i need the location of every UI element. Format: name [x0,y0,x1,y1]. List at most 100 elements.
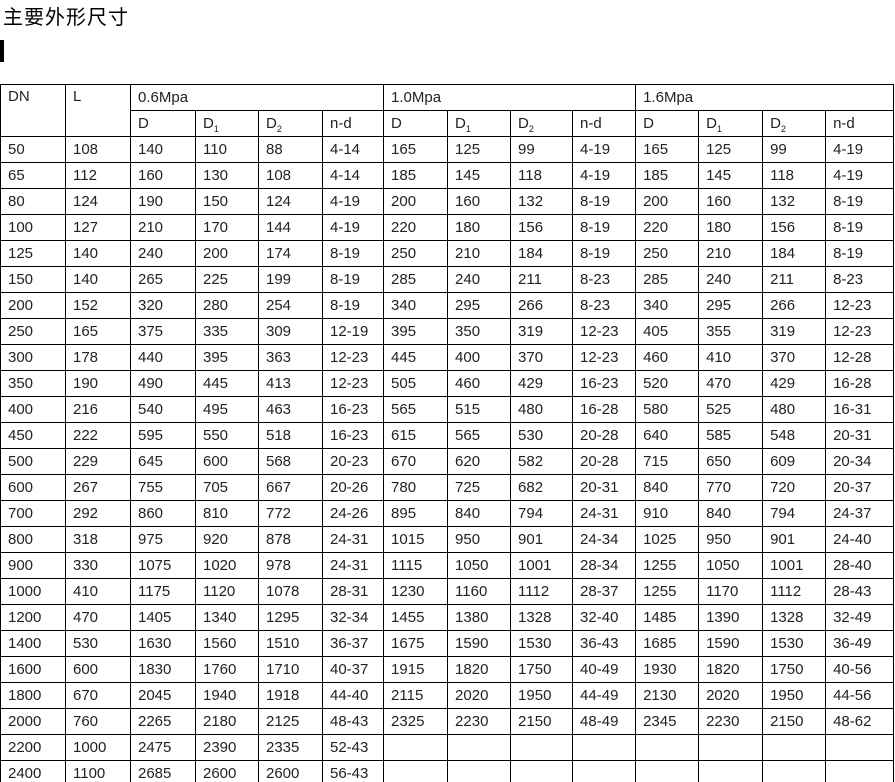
table-cell: 950 [698,526,764,553]
table-cell: 65 [0,162,66,189]
table-cell: 901 [510,526,574,553]
table-cell: 2020 [698,682,764,709]
table-cell: 600 [195,448,259,475]
table-cell: 211 [762,266,827,293]
table-cell: 210 [130,214,196,241]
table-cell: 840 [698,500,764,527]
table-cell: 48-62 [825,708,895,735]
table-cell: 140 [65,240,131,267]
table-cell: 518 [258,422,323,449]
table-cell [762,734,827,761]
table-cell: 405 [635,318,700,345]
table-cell: 8-23 [825,266,895,293]
table-cell: 2600 [258,760,323,782]
table-cell: 56-43 [321,760,385,782]
table-cell: 370 [510,344,574,371]
table-cell: 840 [635,474,700,501]
table-cell: 1600 [0,656,66,683]
table-cell: 240 [447,266,512,293]
table-cell: 615 [383,422,449,449]
table-cell: 8-23 [572,292,637,319]
table-cell: 670 [65,682,131,709]
table-cell: 1175 [130,578,196,605]
table-cell: 445 [195,370,259,397]
table-cell: 28-37 [572,578,637,605]
table-cell: 667 [258,474,323,501]
table-cell: 152 [65,292,131,319]
table-cell: 88 [258,136,323,163]
table-cell: 28-31 [321,578,385,605]
table-cell: 2230 [447,708,512,735]
table-cell: 1455 [383,604,449,631]
table-cell: 1230 [383,578,449,605]
table-cell: 2045 [130,682,196,709]
table-cell: 127 [65,214,131,241]
table-cell: 36-49 [825,630,895,657]
table-cell: 190 [65,370,131,397]
table-cell: 1940 [195,682,259,709]
table-cell: 480 [510,396,574,423]
table-cell: 40-56 [825,656,895,683]
table-cell: 1160 [447,578,512,605]
table-cell: 180 [447,214,512,241]
table-cell: 20-23 [321,448,385,475]
table-cell: 199 [258,266,323,293]
table-cell: 24-26 [321,500,385,527]
table-cell: 16-31 [825,396,895,423]
table-cell: 2150 [762,708,827,735]
table-cell: 565 [447,422,512,449]
table-cell: 8-19 [825,214,895,241]
table-cell: 901 [762,526,827,553]
table-cell: 530 [510,422,574,449]
table-cell: 595 [130,422,196,449]
table-row: 400 216 540 495 463 16-23 565 515 480 16-28 580 525… [0,396,895,423]
column-header: D1 [698,110,764,137]
table-cell: 8-19 [825,240,895,267]
table-cell: 840 [447,500,512,527]
table-cell: 1328 [510,604,574,631]
table-cell [698,734,764,761]
table-header-row-groups: DN L 0.6Mpa 1.0Mpa 1.6Mpa [0,84,895,137]
table-cell: 48-49 [572,708,637,735]
table-cell: 580 [635,396,700,423]
table-cell: 470 [698,370,764,397]
table-cell: 1001 [510,552,574,579]
table-cell [383,734,449,761]
table-cell: 860 [130,500,196,527]
table-cell: 156 [510,214,574,241]
column-header: n-d [321,110,385,137]
table-cell: 2390 [195,734,259,761]
table-cell: 1390 [698,604,764,631]
table-cell: 463 [258,396,323,423]
table-cell: 1950 [762,682,827,709]
table-cell: 285 [383,266,449,293]
table-cell: 184 [762,240,827,267]
table-cell: 174 [258,240,323,267]
table-cell: 1930 [635,656,700,683]
table-cell: 222 [65,422,131,449]
table-cell: 8-19 [572,214,637,241]
table-cell: 1340 [195,604,259,631]
table-cell: 755 [130,474,196,501]
table-cell: 220 [635,214,700,241]
table-cell: 8-19 [825,188,895,215]
table-cell: 20-37 [825,474,895,501]
table-cell: 1020 [195,552,259,579]
table-cell: 1112 [762,578,827,605]
table-cell: 530 [65,630,131,657]
table-cell: 24-37 [825,500,895,527]
table-cell: 132 [510,188,574,215]
column-header: n-d [825,110,895,137]
column-header: D [635,110,700,137]
table-cell: 4-19 [825,162,895,189]
table-cell: 112 [65,162,131,189]
table-cell: 292 [65,500,131,527]
table-cell: 1200 [0,604,66,631]
table-row: 125 140 240 200 174 8-19 250 210 184 8-19 250 210 18… [0,240,895,267]
table-cell: 505 [383,370,449,397]
table-cell: 4-19 [572,162,637,189]
table-cell: 156 [762,214,827,241]
table-cell: 582 [510,448,574,475]
table-cell: 495 [195,396,259,423]
table-cell [510,734,574,761]
